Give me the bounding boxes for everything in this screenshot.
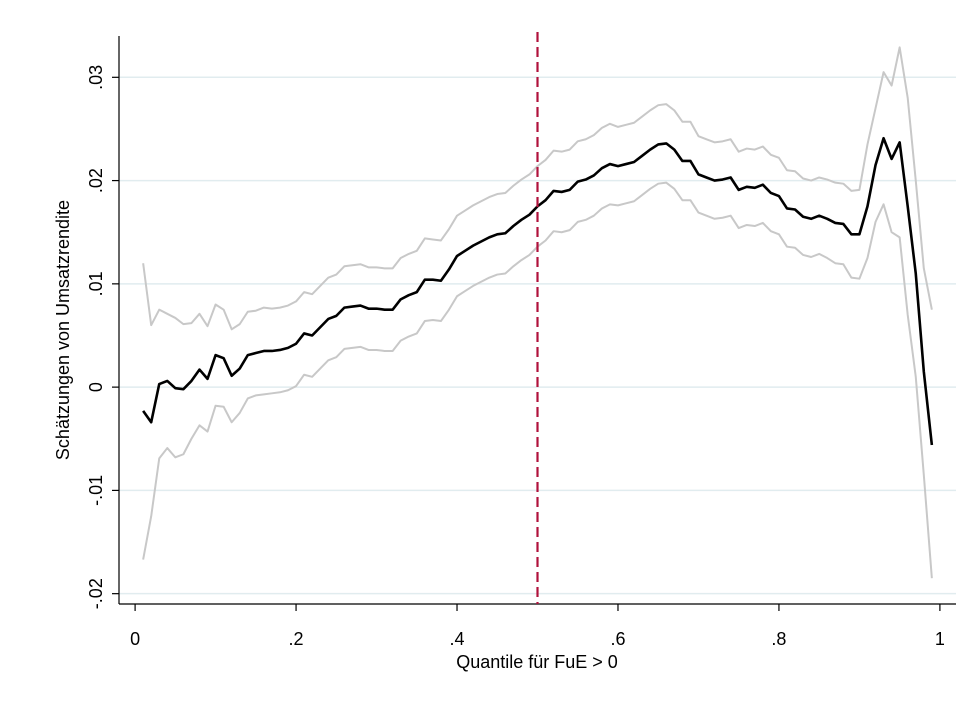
x-tick-label: 0 (130, 629, 140, 649)
x-tick-label: .4 (450, 629, 465, 649)
x-tick-label: .2 (289, 629, 304, 649)
x-tick-label: .8 (771, 629, 786, 649)
x-tick-label: 1 (935, 629, 945, 649)
y-tick-label: .03 (86, 65, 106, 90)
y-axis-title: Schätzungen von Umsatzrendite (53, 200, 73, 460)
y-tick-label: .02 (86, 168, 106, 193)
y-tick-label: -.01 (86, 475, 106, 506)
y-tick-label: -.02 (86, 578, 106, 609)
x-tick-label: .6 (610, 629, 625, 649)
x-axis-title: Quantile für FuE > 0 (456, 652, 618, 672)
y-tick-label: 0 (86, 382, 106, 392)
series-line (142, 46, 933, 331)
y-tick-label: .01 (86, 271, 106, 296)
